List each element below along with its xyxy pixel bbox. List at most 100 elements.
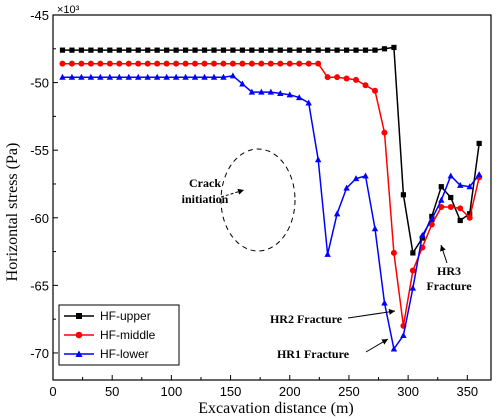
data-point — [164, 47, 170, 53]
data-point — [409, 284, 417, 291]
data-point — [144, 73, 151, 80]
x-tick-label: 300 — [397, 384, 419, 399]
data-point — [448, 194, 454, 201]
data-point — [371, 225, 379, 232]
data-point — [135, 47, 141, 53]
data-point — [428, 215, 436, 222]
legend-label-lower: HF-lower — [100, 347, 149, 361]
series-line — [62, 62, 480, 327]
data-point — [258, 60, 265, 67]
data-point — [372, 47, 378, 53]
data-point — [249, 47, 255, 53]
y-axis-multiplier: ×10³ — [57, 4, 80, 16]
data-point — [419, 231, 426, 238]
data-point — [182, 73, 189, 80]
data-point — [135, 73, 142, 80]
data-point — [211, 47, 217, 53]
data-point — [69, 47, 75, 53]
data-point — [362, 47, 369, 53]
data-point — [163, 73, 170, 80]
data-point — [125, 60, 132, 67]
data-point — [381, 299, 388, 306]
data-point — [457, 181, 464, 188]
y-tick-label: -65 — [30, 278, 49, 293]
x-tick-label: 100 — [161, 384, 183, 399]
y-tick-label: -45 — [30, 8, 49, 23]
data-point — [343, 184, 350, 191]
plot-frame — [52, 14, 492, 381]
data-point — [220, 60, 227, 67]
data-point — [78, 73, 85, 80]
data-point — [362, 172, 369, 179]
data-point — [210, 60, 217, 67]
data-point — [59, 47, 66, 53]
data-point — [59, 60, 66, 67]
series-hf-middle — [59, 60, 483, 329]
data-point — [409, 267, 416, 274]
data-point — [125, 73, 132, 80]
data-point — [144, 60, 151, 67]
data-point — [248, 88, 256, 95]
data-point — [173, 47, 179, 53]
data-point — [201, 47, 208, 53]
data-point — [381, 46, 388, 52]
data-point — [201, 60, 208, 67]
data-point — [353, 47, 359, 53]
series-line — [62, 46, 480, 255]
plot-frame-layer — [52, 14, 492, 381]
data-point — [277, 47, 283, 53]
legend: HF-upper HF-middle HF-lower — [58, 304, 180, 366]
data-point — [325, 47, 331, 53]
data-point — [239, 47, 246, 53]
data-point — [333, 210, 341, 217]
data-point — [173, 60, 180, 67]
y-tick-label: -70 — [30, 346, 49, 361]
data-point — [410, 250, 416, 256]
data-point — [267, 60, 274, 67]
data-point — [305, 99, 312, 106]
y-tick-label: -60 — [30, 211, 49, 226]
data-point — [116, 73, 123, 80]
data-point — [457, 217, 463, 224]
data-point — [476, 140, 482, 147]
annotation-hr1-arrow — [365, 338, 389, 353]
annotation-hr2: HR2 Fracture — [270, 312, 343, 326]
data-point — [201, 73, 208, 80]
annotation-crack-arrow — [220, 188, 245, 198]
legend-label-middle: HF-middle — [100, 328, 156, 342]
data-point — [116, 60, 123, 67]
annotation-hr3-line1: HR3 — [437, 264, 461, 278]
data-point — [286, 91, 293, 98]
data-point — [154, 47, 160, 53]
data-point — [305, 60, 312, 67]
x-tick-label: 350 — [456, 384, 478, 399]
data-point — [391, 44, 397, 51]
data-point — [334, 74, 341, 81]
data-point — [258, 47, 264, 53]
data-point — [153, 73, 161, 80]
y-tick-label: -55 — [30, 143, 49, 158]
data-point — [230, 47, 236, 53]
data-point — [362, 82, 369, 89]
legend-label-upper: HF-upper — [100, 309, 151, 323]
data-point — [87, 73, 95, 80]
data-point — [258, 88, 265, 95]
data-point — [324, 74, 331, 81]
x-tick-label: 0 — [49, 384, 56, 399]
x-axis-title: Excavation distance (m) — [198, 400, 354, 417]
data-point — [277, 60, 284, 67]
data-point — [154, 60, 161, 67]
data-point — [210, 73, 218, 80]
data-point — [182, 47, 189, 53]
x-tick-label: 200 — [279, 384, 301, 399]
data-point — [107, 47, 113, 53]
data-point — [314, 156, 322, 163]
data-point — [400, 192, 406, 198]
data-point — [78, 60, 85, 67]
data-point — [324, 250, 331, 257]
data-point — [390, 249, 397, 256]
data-point — [315, 60, 322, 67]
data-point — [315, 47, 321, 53]
annotation-crack-line1: Crack — [189, 176, 221, 190]
